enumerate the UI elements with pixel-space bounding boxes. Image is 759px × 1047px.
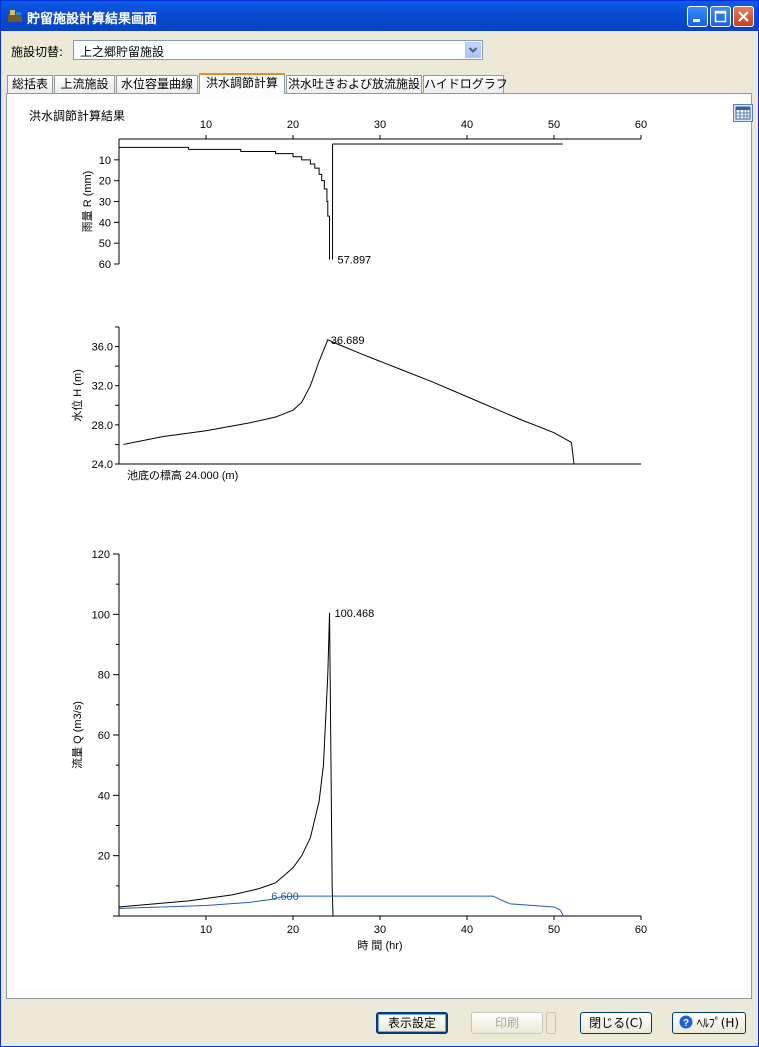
rain-peak-label: 57.897: [338, 255, 372, 267]
rain-y-tick-label: 20: [99, 176, 111, 188]
close-button[interactable]: 閉じる(C): [580, 1012, 652, 1034]
tab-spillway[interactable]: 洪水吐きおよび放流施設: [286, 75, 422, 93]
tab-flood-control-calc[interactable]: 洪水調節計算: [199, 73, 285, 94]
flow-y-tick-label: 80: [98, 670, 110, 682]
help-button-label: ﾍﾙﾌﾟ(H): [696, 1016, 740, 1030]
flow-y-tick-label: 40: [98, 790, 110, 802]
plot-area: 10 20 30 40 50 60 10 20 30 40 50 60 雨量 R (mm) 57.897 2…: [13, 98, 753, 990]
facility-select[interactable]: 上之郷貯留施設: [73, 40, 483, 60]
flow-y-axis-label: 流量 Q (m3/s): [70, 701, 84, 769]
flow-x-tick-label: 60: [635, 924, 647, 936]
rain-y-axis-label: 雨量 R (mm): [81, 171, 94, 233]
close-window-button[interactable]: [733, 6, 754, 27]
help-icon: ?: [679, 1015, 693, 1029]
rain-x-tick-label: 20: [287, 119, 299, 131]
tab-summary[interactable]: 総括表: [7, 75, 53, 93]
print-button[interactable]: 印刷: [471, 1012, 543, 1034]
rain-x-tick-label: 60: [635, 119, 647, 131]
rain-series-line: [119, 146, 331, 260]
inflow-series-line: [118, 612, 334, 917]
flow-y-tick-label: 120: [92, 549, 110, 561]
chevron-down-icon: [468, 47, 478, 53]
facility-select-value: 上之郷貯留施設: [80, 45, 165, 59]
help-button[interactable]: ? ﾍﾙﾌﾟ(H): [672, 1012, 746, 1034]
facility-switch-label: 施設切替:: [11, 45, 64, 59]
rain-y-tick-label: 10: [99, 155, 111, 167]
rain-y-tick-label: 40: [99, 217, 111, 229]
rain-x-tick-label: 50: [548, 119, 560, 131]
close-icon: [738, 11, 749, 22]
tab-panel: 10 20 30 40 50 60 10 20 30 40 50 60 雨量 R (mm) 57.897 2…: [6, 93, 753, 999]
flow-x-tick-label: 40: [461, 924, 473, 936]
plot-title: 洪水調節計算結果: [29, 109, 126, 123]
tab-level-volume-curve[interactable]: 水位容量曲線: [116, 75, 198, 93]
calendar-table-icon[interactable]: [733, 104, 753, 122]
title-bar[interactable]: 貯留施設計算結果画面: [1, 1, 758, 31]
tab-hydrograph[interactable]: ハイドログラフ: [423, 75, 508, 93]
level-y-tick-label: 28.0: [92, 420, 113, 432]
rain-x-tick-label: 10: [200, 119, 212, 131]
outflow-peak-label: 6.600: [271, 891, 299, 903]
flow-y-tick-label: 20: [98, 851, 110, 863]
minimize-icon: [693, 19, 700, 22]
level-y-axis-label: 水位 H (m): [70, 369, 84, 422]
flow-x-tick-label: 20: [287, 924, 299, 936]
tab-upstream[interactable]: 上流施設: [54, 75, 115, 93]
flow-x-tick-label: 50: [548, 924, 560, 936]
flow-y-tick-label: 100: [92, 609, 110, 621]
rain-y-tick-label: 60: [99, 259, 111, 271]
pond-bottom-label: 池底の標高 24.000 (m): [127, 468, 238, 482]
facility-dropdown-button[interactable]: [465, 42, 481, 58]
rain-y-tick-label: 30: [99, 197, 111, 209]
minimize-button[interactable]: [687, 6, 708, 27]
inflow-peak-label: 100.468: [335, 608, 375, 620]
rain-y-tick-label: 50: [99, 238, 111, 250]
flow-y-tick-label: 60: [98, 730, 110, 742]
app-icon: [8, 10, 22, 22]
rain-x-tick-label: 30: [374, 119, 386, 131]
charts-svg: 10 20 30 40 50 60 10 20 30 40 50 60 雨量 R (mm) 57.897 2…: [70, 119, 647, 952]
rain-x-tick-label: 40: [461, 119, 473, 131]
window-title: 貯留施設計算結果画面: [27, 12, 158, 27]
button-separator: [546, 1012, 556, 1034]
display-settings-button[interactable]: 表示設定: [376, 1012, 448, 1034]
svg-text:?: ?: [683, 1018, 689, 1029]
outflow-series-line: [118, 895, 565, 917]
level-series-line: [123, 339, 575, 465]
flow-x-tick-label: 10: [200, 924, 212, 936]
level-y-tick-label: 32.0: [92, 381, 113, 393]
flow-x-axis-label: 時 間 (hr): [357, 939, 402, 952]
maximize-icon: [714, 10, 727, 23]
flow-x-tick-label: 30: [374, 924, 386, 936]
level-y-tick-label: 36.0: [92, 342, 113, 354]
level-peak-label: 36.689: [331, 335, 365, 347]
level-y-tick-label: 24.0: [92, 459, 113, 471]
maximize-button[interactable]: [710, 6, 731, 27]
